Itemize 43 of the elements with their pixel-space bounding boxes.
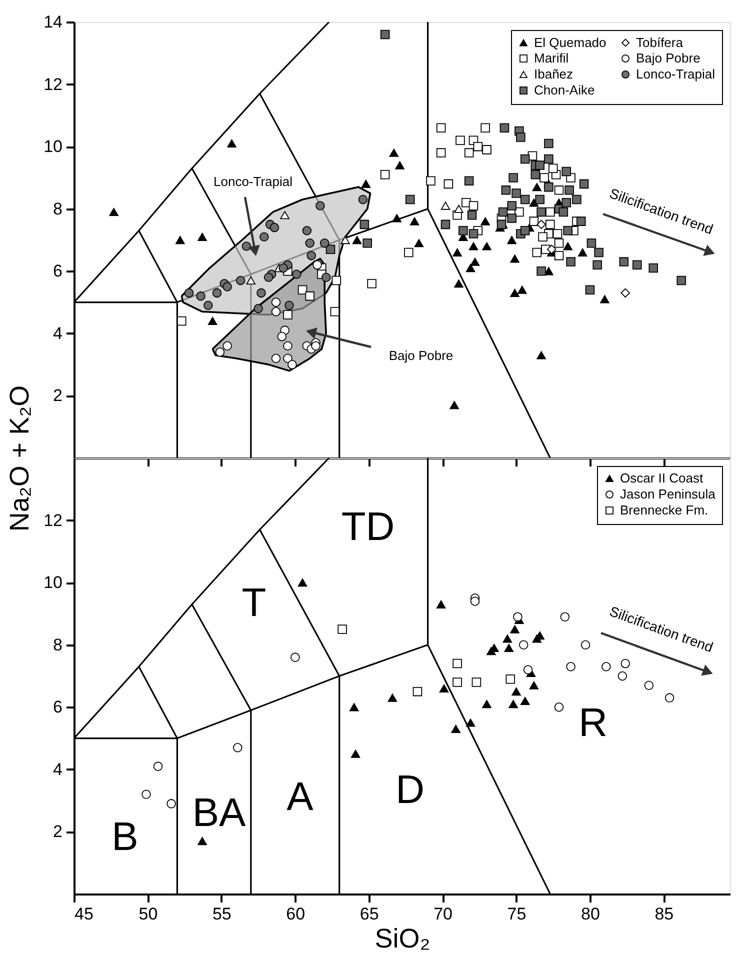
annotation: D — [396, 768, 424, 812]
legend-label: Brennecke Fm. — [620, 502, 708, 518]
legend-label: Ibañez — [534, 66, 574, 82]
y-tick-label: 8 — [53, 635, 62, 654]
y-tick-label: 12 — [44, 74, 62, 94]
y-tick-label: 4 — [53, 324, 62, 343]
x-tick-label: 70 — [434, 904, 452, 924]
annotation: A — [286, 775, 314, 819]
y-tick-label: 2 — [53, 386, 62, 406]
legend-label: Chon-Aike — [534, 82, 595, 98]
y-tick-label: 6 — [53, 698, 62, 717]
y-tick-label: 10 — [44, 137, 62, 156]
legend-label: Tobífera — [636, 34, 684, 50]
annotation: TD — [341, 505, 395, 549]
x-tick-label: 75 — [507, 904, 526, 924]
legend-label: Marifil — [534, 50, 569, 66]
x-tick-label: 60 — [286, 904, 306, 924]
y-tick-label: 12 — [44, 510, 62, 530]
legend-label: Lonco-Trapial — [636, 66, 716, 82]
x-tick-label: 45 — [74, 904, 94, 924]
legend-label: Jason Peninsula — [620, 486, 716, 502]
annotation: Lonco-Trapial — [213, 174, 293, 189]
x-tick-label: 85 — [654, 904, 674, 924]
y-tick-label: 10 — [44, 573, 62, 592]
annotation: T — [242, 581, 266, 625]
annotation: Bajo Pobre — [388, 348, 454, 363]
x-tick-label: 50 — [138, 904, 158, 924]
y-tick-label: 14 — [44, 12, 62, 32]
legend-label: El Quemado — [534, 34, 606, 50]
x-tick-label: 55 — [212, 904, 232, 924]
legend-label: Oscar II Coast — [620, 470, 704, 486]
y-axis-title: Na₂O + K₂O — [4, 385, 34, 532]
annotation: R — [578, 701, 608, 745]
y-tick-label: 8 — [53, 199, 62, 218]
legend-label: Bajo Pobre — [636, 50, 700, 66]
y-tick-label: 4 — [53, 760, 62, 779]
y-tick-label: 2 — [53, 822, 62, 842]
annotation: B — [112, 815, 138, 859]
x-tick-label: 65 — [360, 904, 379, 924]
x-tick-label: 80 — [580, 904, 600, 924]
x-axis-title: SiO₂ — [374, 924, 430, 954]
y-tick-label: 6 — [53, 262, 62, 281]
annotation: BA — [192, 791, 246, 835]
